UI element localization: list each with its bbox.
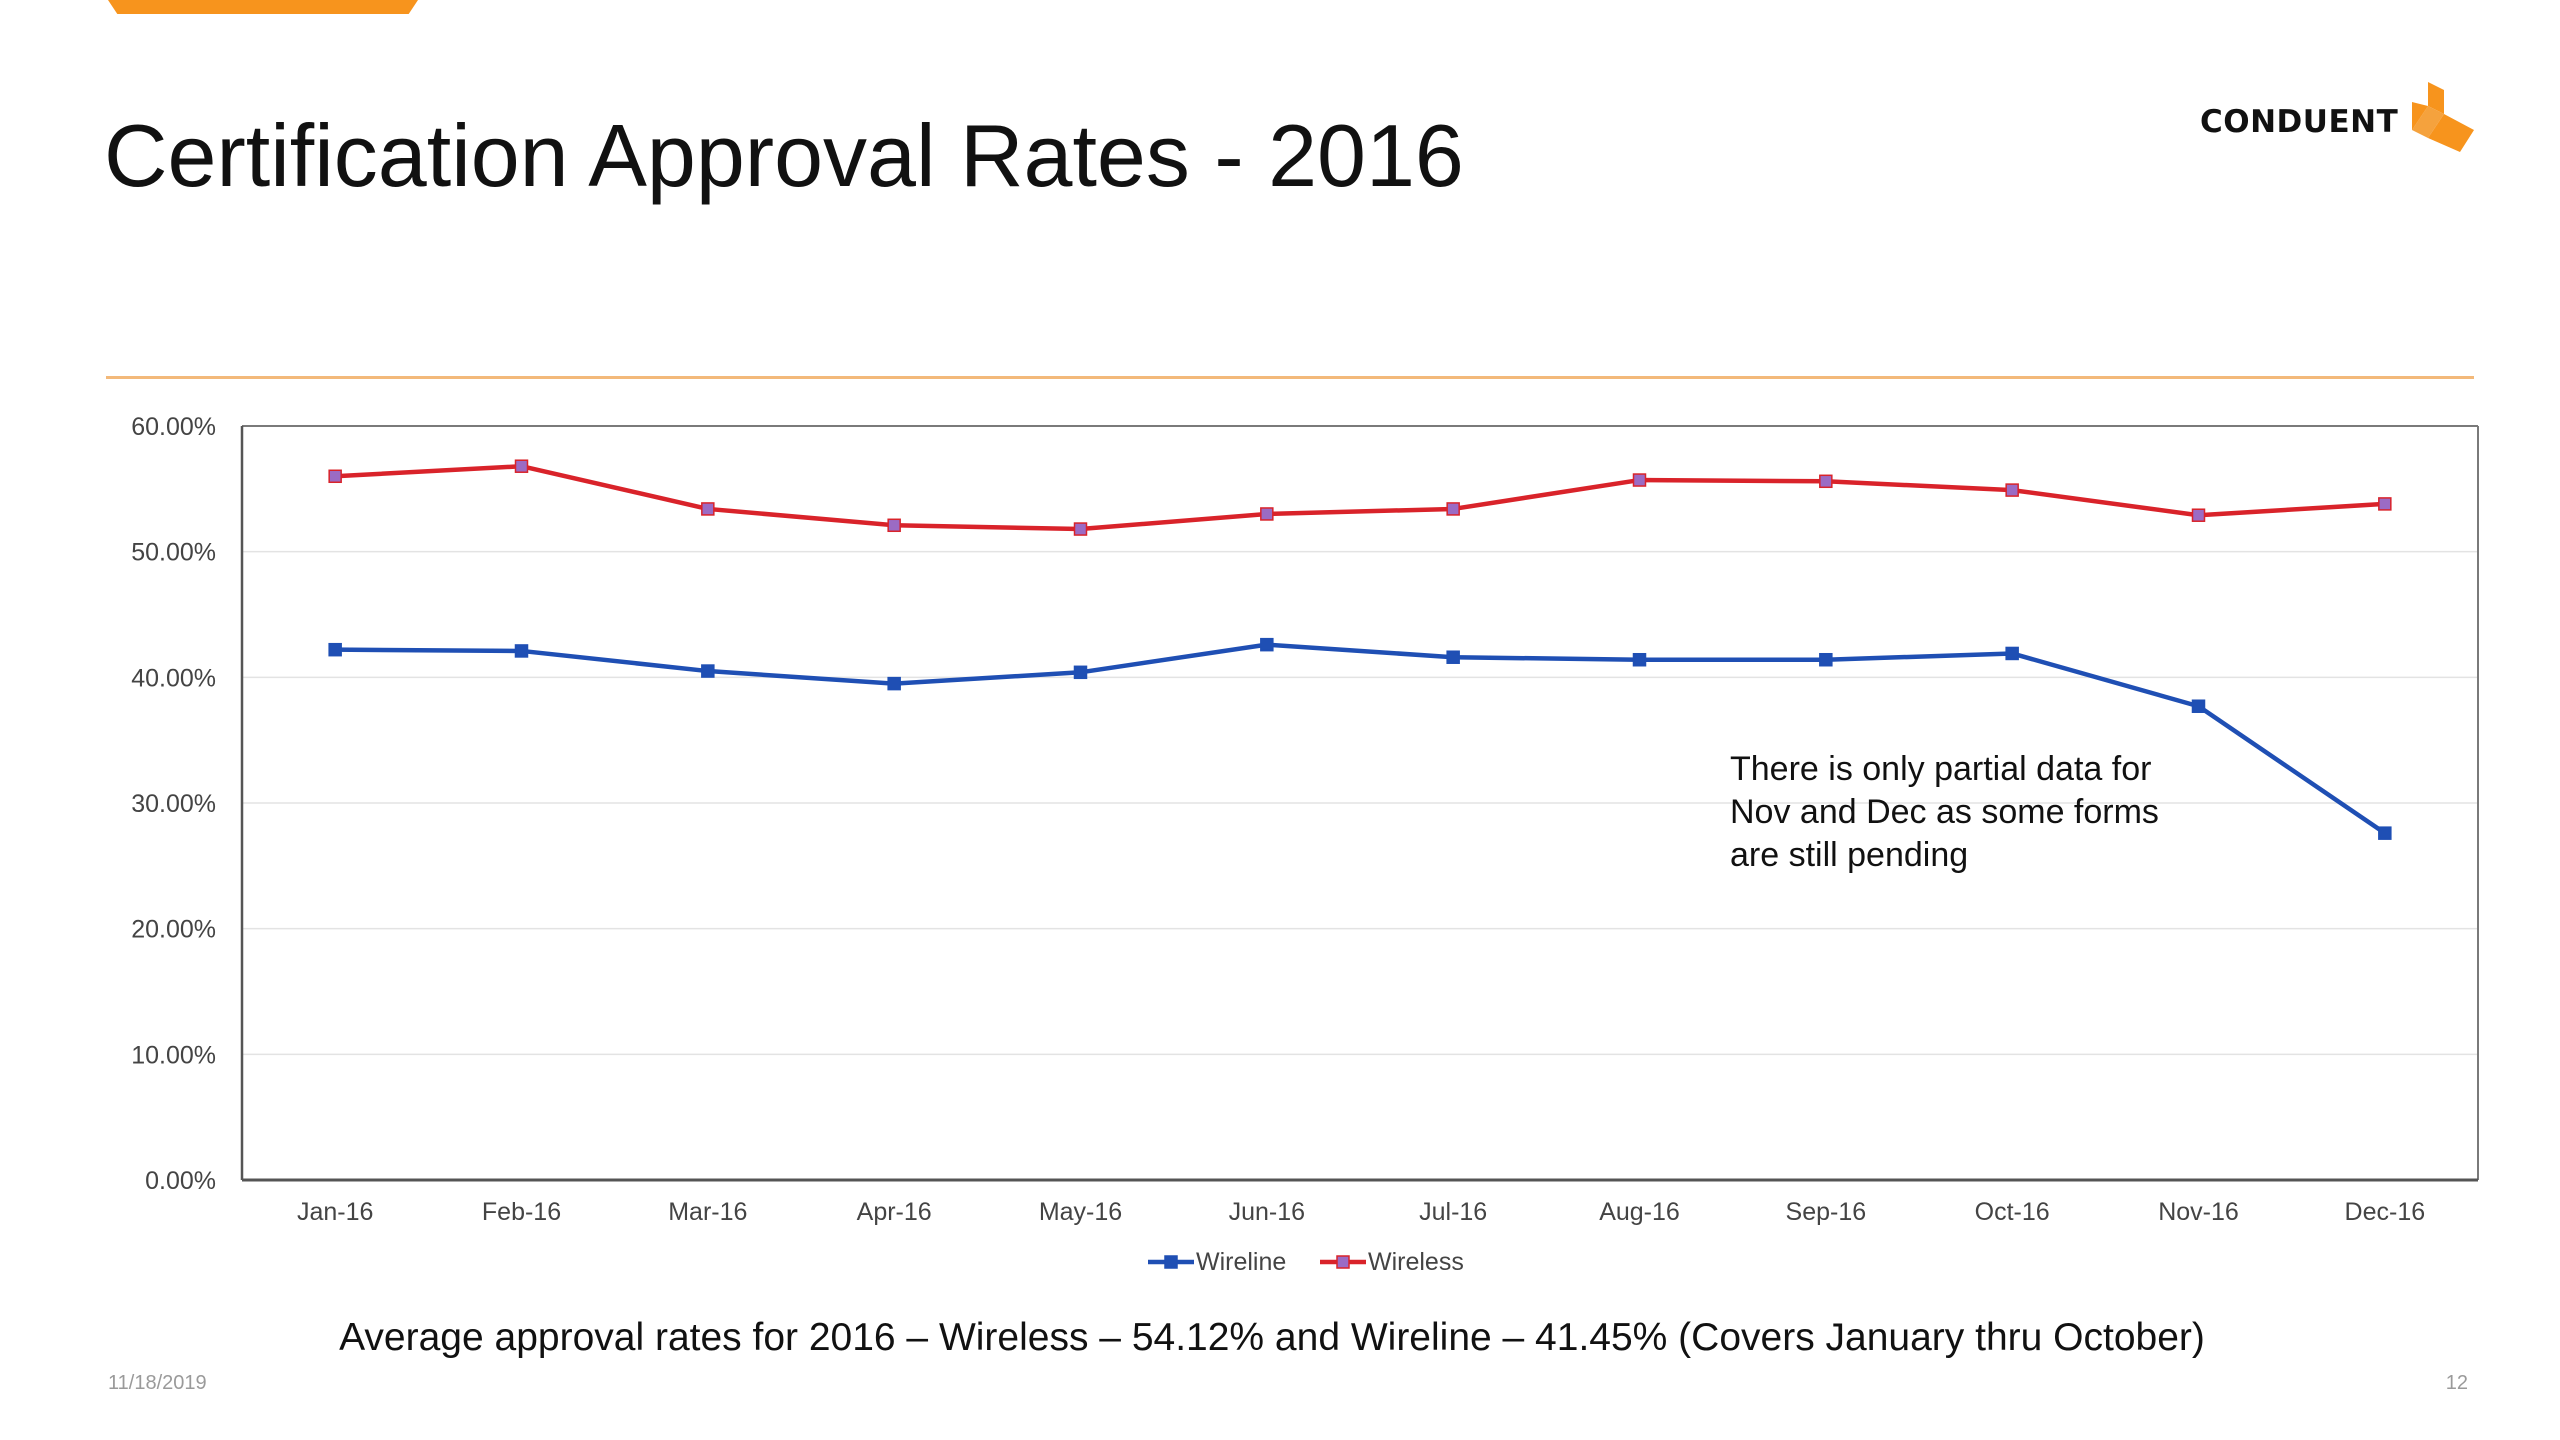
y-tick-label: 50.00% [131, 539, 216, 567]
data-point-wireline [1073, 665, 1088, 680]
data-point-wireline [1446, 650, 1460, 664]
data-point-wireline [701, 664, 715, 678]
data-point-wireline [1819, 652, 1833, 667]
x-tick-label: Dec-16 [2345, 1198, 2426, 1226]
data-point-wireline [2005, 646, 2019, 661]
annotation-text-line: Nov and Dec as some forms [1730, 793, 2159, 831]
average-rates-caption: Average approval rates for 2016 – Wirele… [0, 1316, 2560, 1360]
legend-label-wireless: Wireless [1368, 1248, 1464, 1276]
data-point-wireless [701, 502, 715, 516]
x-tick-label: Jun-16 [1229, 1198, 1305, 1226]
x-tick-label: Oct-16 [1975, 1198, 2050, 1226]
logo-text: CONDUENT [2200, 104, 2399, 140]
x-tick-label: May-16 [1039, 1198, 1122, 1226]
data-point-wireless [1446, 502, 1460, 516]
top-accent-bar [108, 0, 418, 14]
data-point-wireless [1819, 474, 1833, 489]
data-point-wireless [1260, 507, 1274, 521]
data-point-wireless [2005, 483, 2019, 497]
data-point-wireline [2378, 826, 2392, 840]
x-tick-label: Apr-16 [857, 1198, 932, 1226]
data-point-wireless [328, 469, 342, 484]
x-tick-label: Feb-16 [482, 1198, 561, 1226]
annotation-text-line: are still pending [1730, 836, 1968, 874]
page-number: 12 [2445, 1372, 2468, 1394]
title-divider [106, 376, 2474, 379]
data-point-wireline [1260, 637, 1274, 652]
data-point-wireless [2378, 497, 2392, 511]
conduent-logo: CONDUENT [2200, 80, 2480, 160]
data-point-wireless [887, 518, 901, 533]
y-tick-label: 40.00% [131, 664, 216, 692]
caption-text: Average approval rates for 2016 – Wirele… [339, 1316, 2205, 1359]
y-tick-label: 20.00% [131, 916, 216, 944]
y-tick-label: 30.00% [131, 790, 216, 818]
y-tick-label: 10.00% [131, 1041, 216, 1069]
y-tick-label: 60.00% [131, 413, 216, 441]
slide-title: Certification Approval Rates - 2016 [104, 106, 1464, 205]
approval-rates-chart: 0.00% 10.00% 20.00% 30.00% 40.00% 50.00% 60.00… [0, 380, 2560, 1300]
x-tick-label: Aug-16 [1599, 1198, 1680, 1226]
x-tick-label: Jul-16 [1419, 1198, 1487, 1226]
data-point-wireless [1632, 473, 1647, 487]
data-point-wireless [2191, 508, 2206, 522]
data-point-wireline [514, 644, 529, 658]
data-point-wireline [2191, 699, 2206, 713]
series-line-wireline [335, 642, 2387, 836]
y-tick-label: 0.00% [145, 1167, 216, 1195]
legend-marker-wireless [1336, 1255, 1350, 1269]
line-chart: 0.00% 10.00% 20.00% 30.00% 40.00% 50.00% 60.00… [131, 413, 2479, 1276]
x-tick-label: Sep-16 [1786, 1198, 1867, 1226]
data-point-wireline [887, 676, 901, 691]
data-point-wireless [514, 459, 529, 473]
data-point-wireline [1632, 652, 1647, 667]
x-tick-label: Nov-16 [2158, 1198, 2239, 1226]
series-line-wireless [335, 463, 2385, 532]
legend-label-wireline: Wireline [1196, 1248, 1286, 1276]
annotation-text-line: There is only partial data for [1730, 750, 2151, 788]
conduent-logo-icon [2412, 82, 2474, 152]
x-tick-label: Mar-16 [668, 1198, 747, 1226]
legend-marker-wireline [1164, 1255, 1178, 1269]
footer-date: 11/18/2019 [108, 1372, 207, 1394]
data-point-wireline [328, 642, 342, 657]
x-tick-label: Jan-16 [297, 1198, 373, 1226]
data-point-wireless [1073, 522, 1088, 536]
